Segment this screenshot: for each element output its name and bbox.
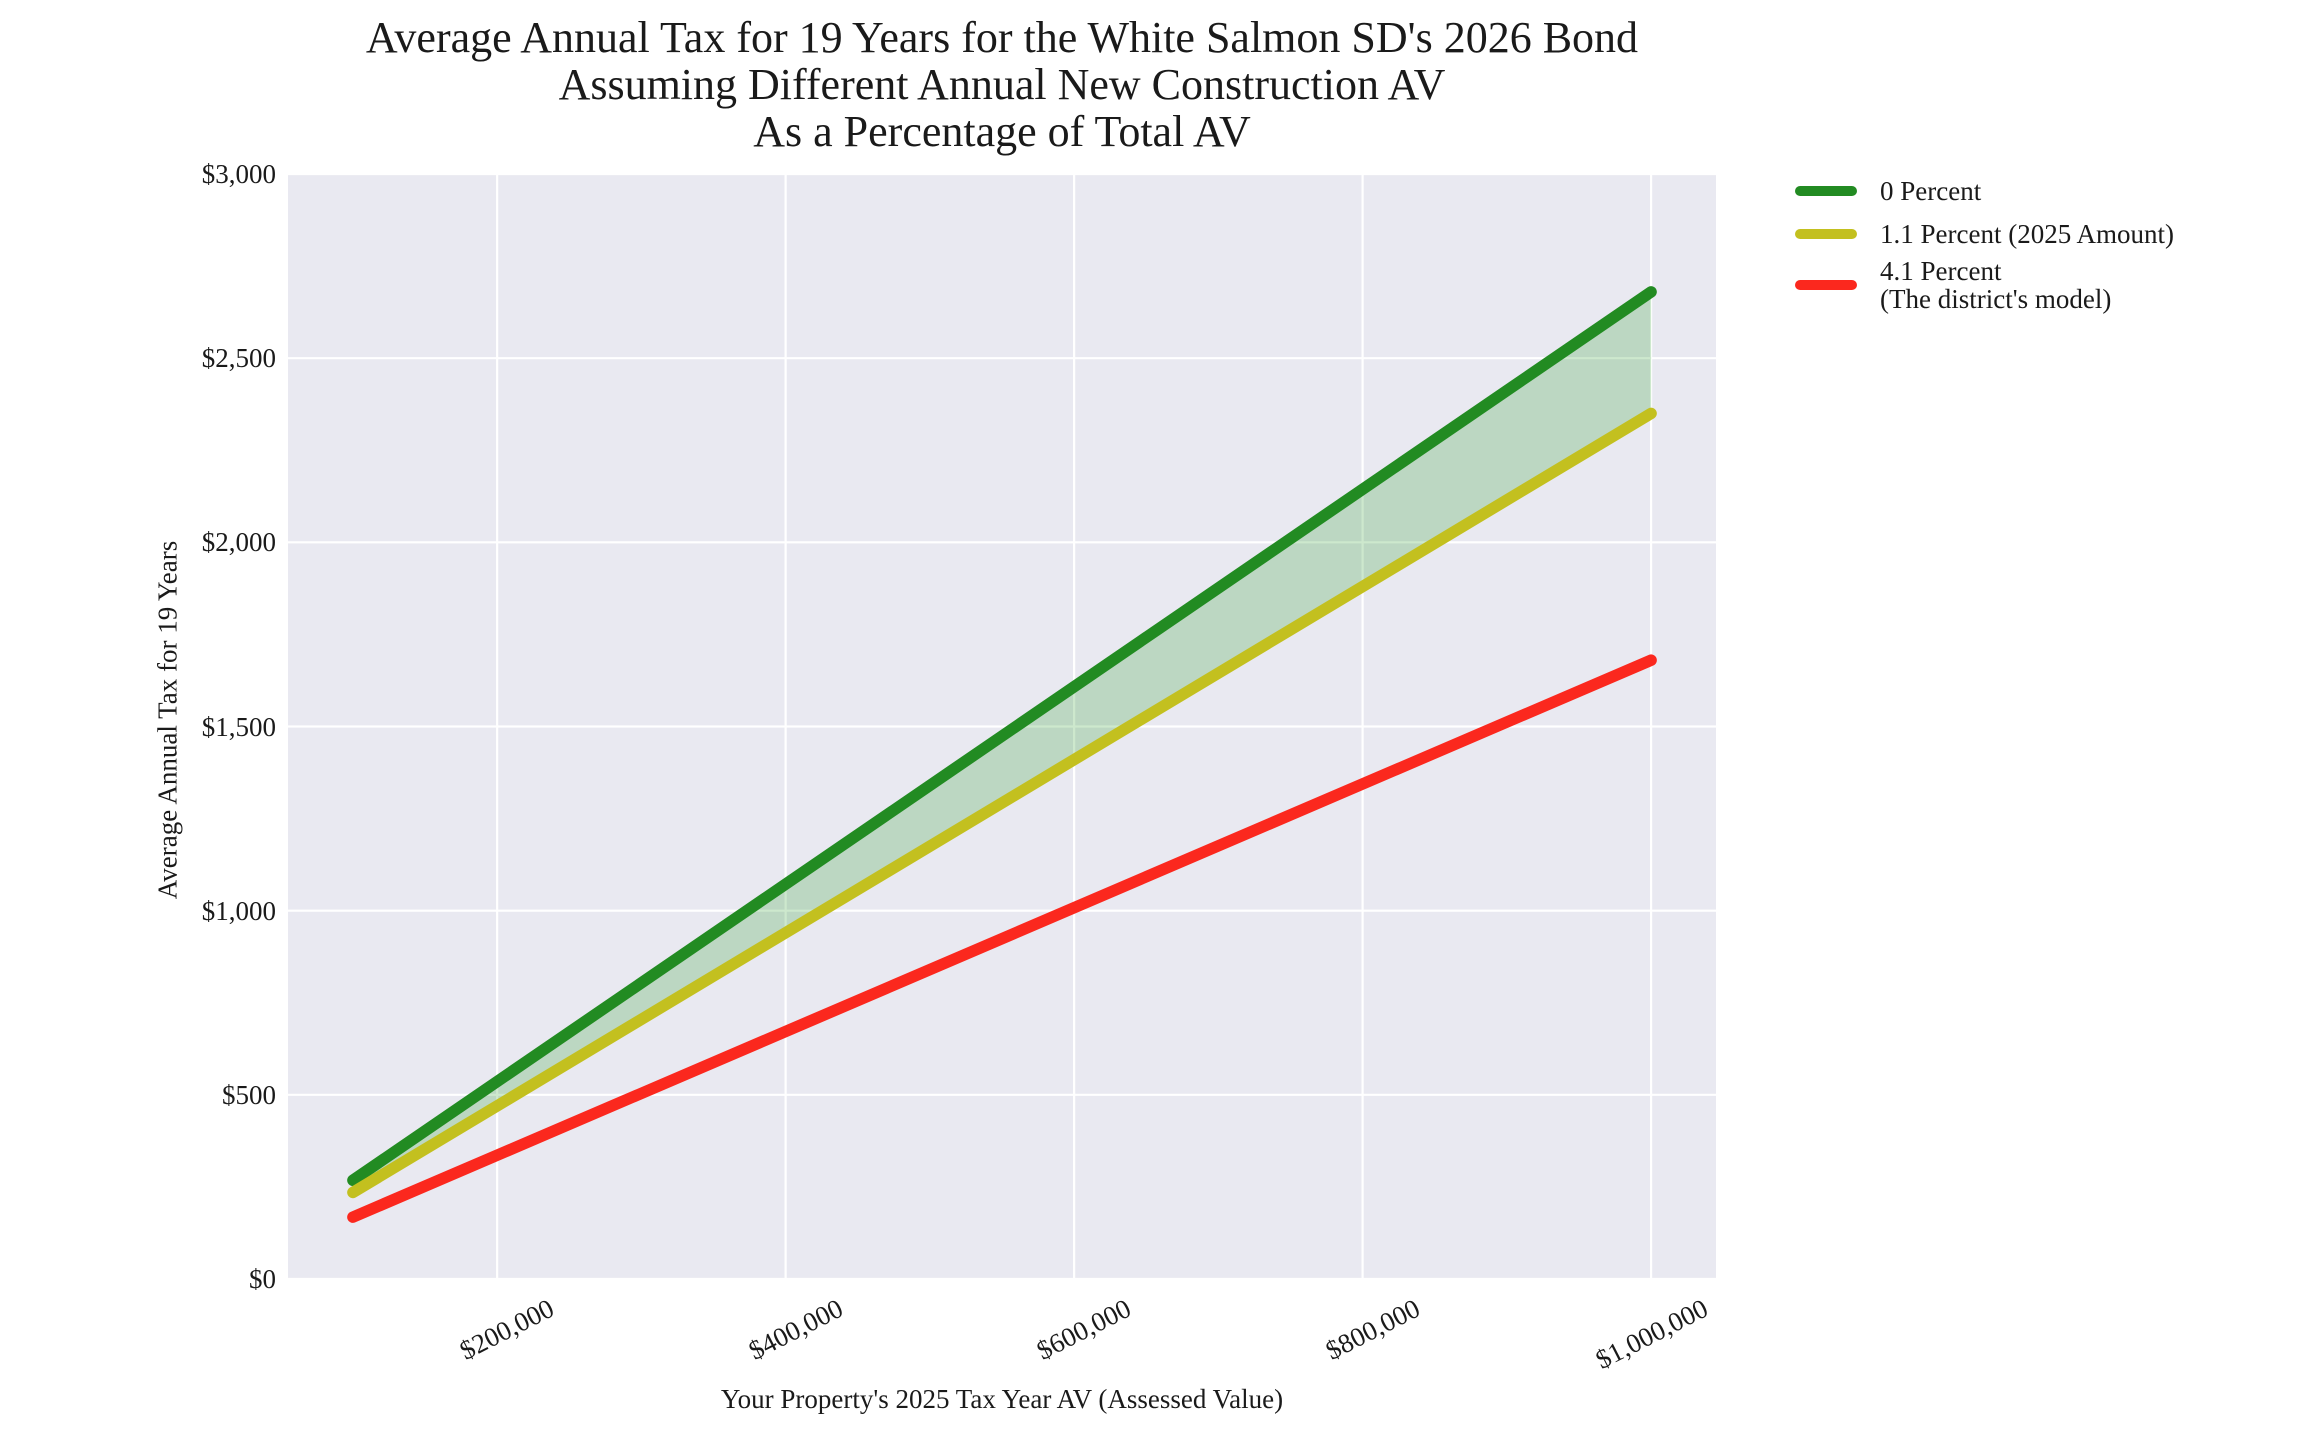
legend-item-4-1-percent: 4.1 Percent (The district's model) [1795, 257, 2174, 313]
y-tick-label: $2,000 [201, 527, 276, 558]
x-tick-label: $400,000 [743, 1293, 848, 1366]
series-line-0 [347, 286, 1657, 1187]
legend-label: 0 Percent [1880, 176, 1982, 206]
chart-title-line-1: Average Annual Tax for 19 Years for the … [365, 13, 1639, 62]
legend-item-0-percent: 0 Percent [1795, 171, 2174, 211]
x-tick-label: $1,000,000 [1590, 1293, 1713, 1375]
y-tick-label: $1,000 [201, 895, 276, 926]
x-axis-label: Your Property's 2025 Tax Year AV (Assess… [720, 1384, 1284, 1414]
chart-canvas [288, 174, 1716, 1279]
y-tick-label: $500 [222, 1079, 276, 1110]
x-tick-label: $600,000 [1031, 1293, 1136, 1366]
x-tick-label: $800,000 [1320, 1293, 1425, 1366]
y-tick-label: $1,500 [201, 711, 276, 742]
y-tick-label: $2,500 [201, 343, 276, 374]
y-axis-label-text: Average Annual Tax for 19 Years [152, 540, 183, 900]
plot-area [288, 174, 1716, 1279]
legend-item-1-1-percent: 1.1 Percent (2025 Amount) [1795, 214, 2174, 254]
x-tick-label: $200,000 [454, 1293, 559, 1366]
chart-title-line-3: As a Percentage of Total AV [753, 107, 1251, 156]
legend-swatch-green [1795, 186, 1857, 196]
legend: 0 Percent 1.1 Percent (2025 Amount) 4.1 … [1795, 171, 2174, 313]
y-tick-label: $3,000 [201, 159, 276, 189]
legend-label: 4.1 Percent (The district's model) [1880, 257, 2111, 313]
chart-title-line-2: Assuming Different Annual New Constructi… [558, 60, 1446, 109]
legend-swatch-red [1795, 280, 1857, 290]
legend-label-line-2: (The district's model) [1880, 284, 2112, 314]
series-line-1 [347, 407, 1657, 1199]
legend-label: 1.1 Percent (2025 Amount) [1880, 219, 2174, 249]
legend-label-line-1: 4.1 Percent [1880, 256, 2002, 286]
legend-swatch-yellow [1795, 229, 1857, 239]
y-tick-label: $0 [249, 1264, 276, 1294]
series-line-2 [347, 654, 1657, 1223]
chart-title: Average Annual Tax for 19 Years for the … [288, 14, 1716, 155]
